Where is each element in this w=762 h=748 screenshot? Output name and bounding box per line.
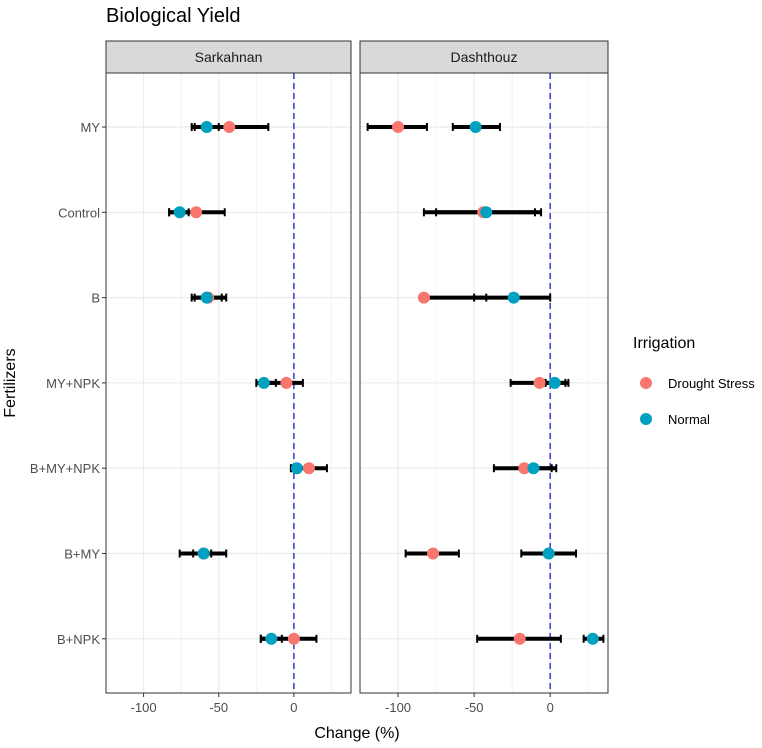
x-axis-title: Change (%) (314, 725, 399, 742)
y-tick-label: MY (81, 120, 101, 135)
panel-sarkahnan-strip-label: Sarkahnan (195, 49, 263, 65)
panel-dashthouz-drought-stress-point (392, 121, 405, 133)
panel-dashthouz-drought-stress-point (513, 632, 526, 645)
y-tick-label: Control (58, 205, 100, 220)
panel-dashthouz-x-tick-label: -50 (465, 700, 484, 715)
panel-dashthouz-normal-point (548, 376, 561, 389)
y-axis-title: Fertilizers (2, 348, 19, 417)
panel-dashthouz-strip-label: Dashthouz (451, 49, 518, 65)
panel-dashthouz-x-tick-label: 0 (547, 700, 554, 715)
panel-dashthouz-normal-point (586, 632, 599, 645)
y-tick-label: B+MY+NPK (30, 461, 100, 476)
panel-sarkahnan-x-tick-label: -50 (209, 700, 228, 715)
panel-dashthouz-border (359, 72, 609, 694)
panel-sarkahnan-x-tick-label: 0 (290, 700, 297, 715)
y-tick-label: B+NPK (57, 632, 100, 647)
panel-sarkahnan-normal-point (200, 121, 213, 133)
legend-normal-label: Normal (668, 412, 710, 427)
panel-sarkahnan-normal-point (200, 291, 213, 304)
panel-dashthouz-drought-stress-point (518, 462, 531, 475)
y-tick-label: MY+NPK (46, 376, 100, 391)
panel-sarkahnan-drought-stress-point (287, 632, 300, 645)
panel-sarkahnan-drought-stress-point (302, 462, 315, 475)
legend-drought-stress-label: Drought Stress (668, 376, 755, 391)
panel-sarkahnan-drought-stress-point (280, 376, 293, 389)
panel-dashthouz-normal-point (542, 547, 555, 560)
legend-drought-stress-key (640, 377, 652, 389)
panel-dashthouz-normal-point (469, 121, 482, 133)
panel-sarkahnan-drought-stress-point (190, 206, 203, 219)
y-tick-label: B+MY (64, 547, 100, 562)
legend: Irrigation Drought Stress Normal (633, 335, 755, 427)
panel-sarkahnan-normal-point (173, 206, 186, 219)
panel-sarkahnan-drought-stress-point (223, 121, 236, 133)
y-tick-label: B (91, 291, 100, 306)
panel-sarkahnan-normal-point (265, 632, 278, 645)
panel-dashthouz-normal-point (527, 462, 540, 475)
panel-sarkahnan-normal-point (290, 462, 303, 475)
legend-title: Irrigation (633, 335, 695, 352)
panels-layer: Sarkahnan -100 -50 0 Dashthouz -100 -50 0 MY Cont… (30, 40, 609, 715)
panel-dashthouz-strip (359, 40, 609, 74)
panel-sarkahnan-normal-point (257, 376, 270, 389)
panel-sarkahnan-x-tick-label: -100 (131, 700, 157, 715)
panel-dashthouz-normal-point (507, 291, 520, 304)
panel-dashthouz-drought-stress-point (427, 547, 440, 560)
chart-title: Biological Yield (106, 5, 241, 27)
panel-dashthouz-drought-stress-point (533, 376, 546, 389)
panel-sarkahnan-normal-point (197, 547, 210, 560)
panel-sarkahnan-strip (105, 40, 352, 74)
panel-dashthouz-normal-point (480, 206, 493, 219)
panel-dashthouz-drought-stress-point (417, 291, 430, 304)
legend-normal-key (640, 413, 652, 425)
panel-dashthouz-x-tick-label: -100 (385, 700, 411, 715)
